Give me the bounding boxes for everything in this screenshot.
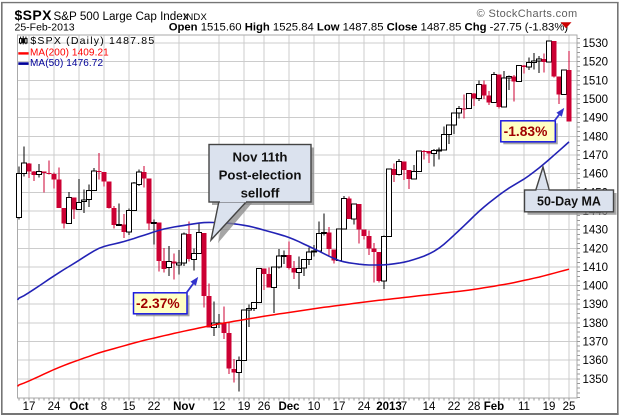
svg-text:28: 28 bbox=[468, 401, 481, 413]
svg-text:MA(50) 1476.72: MA(50) 1476.72 bbox=[30, 58, 103, 69]
svg-text:selloff: selloff bbox=[241, 186, 280, 201]
svg-text:1350: 1350 bbox=[583, 374, 609, 386]
svg-text:1430: 1430 bbox=[583, 225, 609, 237]
svg-text:1390: 1390 bbox=[583, 299, 609, 311]
svg-text:12: 12 bbox=[213, 401, 226, 413]
svg-text:17: 17 bbox=[333, 401, 346, 413]
svg-text:-2.37%: -2.37% bbox=[136, 296, 180, 311]
svg-text:26: 26 bbox=[258, 401, 271, 413]
svg-text:10: 10 bbox=[308, 401, 321, 413]
svg-text:Feb: Feb bbox=[484, 401, 504, 413]
svg-text:25-Feb-2013: 25-Feb-2013 bbox=[15, 22, 75, 34]
svg-text:Nov 11th: Nov 11th bbox=[233, 150, 288, 165]
svg-text:1400: 1400 bbox=[583, 281, 609, 293]
svg-text:-1.83%: -1.83% bbox=[504, 124, 548, 139]
svg-text:S&P 500 Large Cap Index: S&P 500 Large Cap Index bbox=[54, 10, 189, 23]
svg-text:19: 19 bbox=[543, 401, 556, 413]
svg-text:Nov: Nov bbox=[173, 401, 195, 413]
svg-text:Open 1515.60 High 1525.84 Low: Open 1515.60 High 1525.84 Low 1487.85 Cl… bbox=[169, 22, 569, 34]
svg-text:19: 19 bbox=[238, 401, 251, 413]
svg-text:7: 7 bbox=[401, 401, 407, 413]
svg-text:1470: 1470 bbox=[583, 150, 609, 162]
svg-text:$SPX: $SPX bbox=[15, 7, 53, 23]
svg-text:22: 22 bbox=[448, 401, 461, 413]
svg-text:INDX: INDX bbox=[184, 12, 208, 23]
svg-text:24: 24 bbox=[48, 401, 61, 413]
svg-text:50-Day MA: 50-Day MA bbox=[537, 194, 601, 208]
svg-text:25: 25 bbox=[563, 401, 576, 413]
svg-text:15: 15 bbox=[123, 401, 136, 413]
svg-text:1520: 1520 bbox=[583, 57, 609, 69]
svg-text:22: 22 bbox=[148, 401, 161, 413]
svg-text:24: 24 bbox=[358, 401, 371, 413]
svg-text:1500: 1500 bbox=[583, 94, 609, 106]
svg-text:MA(200) 1409.21: MA(200) 1409.21 bbox=[30, 47, 109, 58]
svg-text:Oct: Oct bbox=[69, 401, 88, 413]
svg-text:14: 14 bbox=[423, 401, 436, 413]
svg-text:1480: 1480 bbox=[583, 131, 609, 143]
svg-text:2013: 2013 bbox=[376, 401, 402, 413]
svg-text:1460: 1460 bbox=[583, 169, 609, 181]
svg-text:$SPX (Daily) 1487.85: $SPX (Daily) 1487.85 bbox=[30, 35, 155, 47]
svg-text:1380: 1380 bbox=[583, 318, 609, 330]
svg-text:1360: 1360 bbox=[583, 355, 609, 367]
svg-text:8: 8 bbox=[101, 401, 107, 413]
svg-text:Post-election: Post-election bbox=[219, 168, 302, 183]
svg-text:Dec: Dec bbox=[278, 401, 300, 413]
svg-text:1410: 1410 bbox=[583, 262, 609, 274]
svg-text:1370: 1370 bbox=[583, 337, 609, 349]
svg-text:1420: 1420 bbox=[583, 243, 609, 255]
svg-text:11: 11 bbox=[518, 401, 530, 413]
svg-text:17: 17 bbox=[23, 401, 36, 413]
svg-text:1510: 1510 bbox=[583, 75, 609, 87]
svg-text:1530: 1530 bbox=[583, 38, 609, 50]
svg-text:© StockCharts.com: © StockCharts.com bbox=[477, 8, 578, 20]
svg-text:1490: 1490 bbox=[583, 113, 609, 125]
